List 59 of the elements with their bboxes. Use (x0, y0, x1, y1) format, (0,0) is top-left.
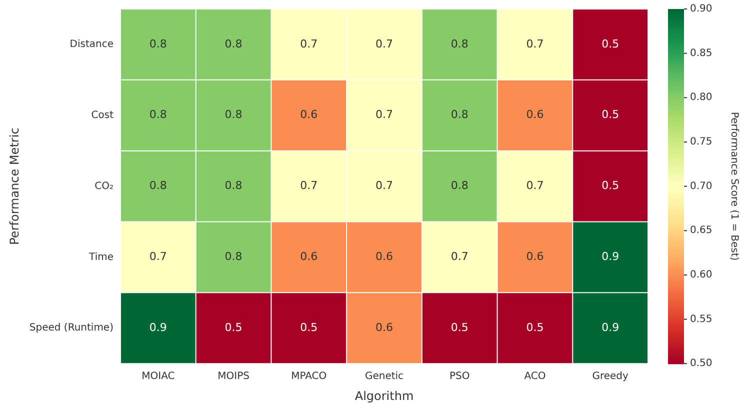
y-tick-label: Distance (70, 39, 114, 50)
color-bar-label: 0.50 (690, 358, 712, 370)
color-bar-title: Performance Score (1 = Best) (728, 112, 740, 261)
color-bar-label: 0.75 (690, 136, 712, 148)
data-label: 0.7 (376, 37, 393, 50)
color-bar-label: 0.85 (690, 48, 712, 59)
data-label: 0.6 (376, 250, 393, 264)
x-tick-label: ACO (524, 371, 546, 382)
data-label: 0.6 (376, 321, 393, 334)
data-label: 0.7 (450, 250, 468, 264)
y-tick-label: Cost (91, 110, 114, 121)
y-tick-label: Speed (Runtime) (29, 322, 114, 334)
data-label: 0.8 (224, 37, 242, 50)
data-label: 0.6 (526, 108, 544, 122)
data-label: 0.7 (526, 37, 544, 50)
x-tick-label: MOIAC (142, 371, 175, 382)
color-bar-label: 0.60 (690, 270, 712, 281)
data-label: 0.5 (450, 321, 468, 334)
data-label: 0.8 (450, 179, 468, 192)
data-label: 0.5 (602, 179, 620, 192)
color-bar-label: 0.65 (690, 225, 712, 236)
data-label: 0.8 (450, 108, 468, 122)
color-bar-label: 0.55 (690, 314, 712, 325)
data-label: 0.8 (149, 108, 167, 122)
data-label: 0.9 (149, 321, 167, 334)
data-label: 0.5 (300, 321, 318, 334)
data-label: 0.7 (300, 179, 318, 192)
data-label: 0.7 (300, 37, 318, 50)
y-tick-label: CO₂ (94, 180, 114, 192)
data-label: 0.6 (526, 250, 544, 264)
x-axis-title: Algorithm (354, 388, 414, 403)
color-bar-label: 0.90 (690, 4, 712, 15)
data-label: 0.8 (450, 37, 468, 50)
data-label: 0.7 (149, 250, 167, 264)
x-tick-label: Genetic (364, 371, 404, 382)
data-label: 0.9 (602, 250, 620, 264)
y-axis-title: Performance Metric (7, 128, 22, 245)
data-label: 0.8 (224, 250, 242, 264)
x-tick-label: MOIPS (218, 371, 250, 382)
color-bar-label: 0.80 (690, 92, 712, 104)
data-label: 0.5 (526, 321, 544, 334)
data-label: 0.6 (300, 250, 318, 264)
data-label: 0.8 (149, 37, 167, 50)
x-tick-label: PSO (449, 371, 470, 382)
data-label: 0.7 (376, 108, 393, 122)
data-label: 0.7 (376, 179, 393, 192)
data-label: 0.5 (602, 108, 620, 122)
data-label: 0.8 (149, 179, 167, 192)
data-label: 0.5 (224, 321, 242, 334)
x-tick-label: Greedy (592, 371, 629, 382)
data-label: 0.8 (224, 108, 242, 122)
x-tick-label: MPACO (291, 371, 327, 382)
data-label: 0.9 (602, 321, 620, 334)
data-label: 0.6 (300, 108, 318, 122)
data-label: 0.5 (602, 37, 620, 50)
data-label: 0.8 (224, 179, 242, 192)
y-tick-label: Time (88, 252, 114, 263)
data-label: 0.7 (526, 179, 544, 192)
color-bar-label: 0.70 (690, 180, 712, 192)
